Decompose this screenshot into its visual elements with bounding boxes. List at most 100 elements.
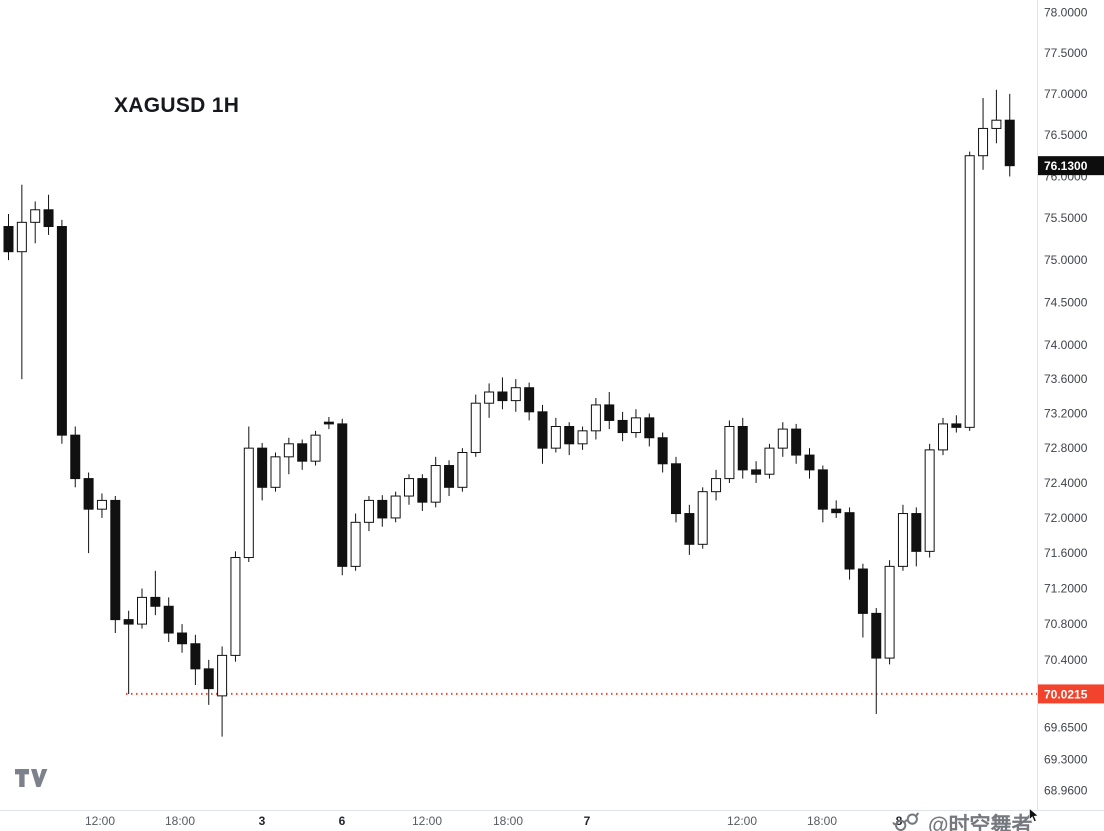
candle-body	[83, 478, 94, 510]
candle-body	[203, 668, 214, 690]
candle-body	[978, 127, 989, 157]
candle-body	[577, 430, 588, 445]
candle-body	[497, 391, 508, 402]
time-tick-label: 12:00	[85, 814, 115, 828]
symbol-title: XAGUSD 1H	[114, 94, 240, 117]
candle-body	[16, 221, 27, 253]
candle-body	[310, 434, 321, 462]
candle-body	[96, 499, 107, 510]
candle-body	[524, 387, 535, 413]
candle-body	[804, 454, 815, 471]
alert-price-badge[interactable]	[1038, 684, 1104, 704]
tradingview-logo[interactable]	[14, 764, 48, 792]
candle-body	[404, 478, 414, 497]
price-tick-label: 73.2000	[1044, 407, 1088, 421]
price-tick-label: 74.0000	[1044, 338, 1088, 352]
candle-body	[791, 428, 802, 456]
candle-body	[817, 469, 828, 510]
candle-body	[777, 428, 788, 449]
candle-body	[257, 447, 268, 488]
price-tick-label: 77.5000	[1044, 46, 1088, 60]
candle-body	[644, 417, 655, 439]
time-tick-label: 18:00	[165, 814, 195, 828]
candle-body	[3, 226, 14, 253]
candle-body	[737, 425, 748, 471]
candle-body	[724, 425, 735, 480]
candle-body	[30, 209, 41, 223]
last-price-value: 76.1300	[1044, 159, 1088, 173]
candle-body	[510, 387, 521, 402]
time-tick-label: 18:00	[807, 814, 837, 828]
candle-body	[630, 417, 641, 434]
price-tick-label: 72.0000	[1044, 511, 1088, 525]
candle-body	[217, 654, 228, 697]
candle-body	[484, 391, 495, 404]
candle-body	[350, 521, 361, 567]
candle-body	[657, 437, 668, 465]
price-tick-label: 69.3000	[1044, 752, 1088, 766]
candle-body	[390, 495, 401, 519]
candle-body	[831, 508, 842, 514]
candle-body	[564, 425, 575, 445]
candle-body	[430, 465, 441, 503]
candle-body	[190, 643, 201, 670]
time-tick-label: 18:00	[493, 814, 523, 828]
price-tick-label: 75.0000	[1044, 253, 1088, 267]
price-tick-label: 78.0000	[1044, 5, 1088, 19]
time-tick-label: 12:00	[412, 814, 442, 828]
candle-body	[764, 447, 775, 475]
candle-body	[56, 226, 67, 436]
candle-body	[697, 491, 708, 545]
price-tick-label: 72.4000	[1044, 476, 1088, 490]
candle-body	[70, 434, 81, 480]
price-tick-label: 76.5000	[1044, 128, 1088, 142]
time-tick-label: 3	[259, 814, 266, 828]
mouse-cursor-icon	[1029, 807, 1040, 828]
candle-body	[857, 568, 868, 614]
candle-body	[457, 451, 468, 488]
price-tick-label: 68.9600	[1044, 783, 1088, 797]
candle-body	[470, 402, 481, 453]
candle-body	[550, 425, 561, 449]
price-tick-label: 74.5000	[1044, 295, 1088, 309]
candle-body	[1004, 119, 1015, 167]
price-tick-label: 69.6500	[1044, 721, 1088, 735]
candle-body	[110, 499, 121, 621]
last-price-badge	[1038, 156, 1104, 176]
candle-body	[537, 411, 548, 449]
price-tick-label: 71.6000	[1044, 546, 1088, 560]
candle-body	[617, 419, 628, 434]
candle-body	[884, 565, 895, 659]
candle-body	[897, 513, 908, 567]
candle-body	[444, 465, 455, 488]
candle-body	[177, 632, 188, 645]
candle-body	[417, 478, 428, 503]
alert-price-value: 70.0215	[1044, 687, 1088, 701]
candle-body	[297, 443, 308, 462]
candle-body	[951, 423, 962, 428]
candle-body	[337, 423, 348, 567]
candle-body	[123, 619, 134, 625]
candle-body	[363, 499, 374, 523]
price-tick-label: 71.2000	[1044, 582, 1088, 596]
candle-body	[911, 513, 922, 552]
candle-body	[590, 404, 601, 432]
candle-body	[964, 155, 975, 428]
candle-body	[243, 447, 254, 559]
time-tick-label: 12:00	[727, 814, 757, 828]
candle-body	[137, 596, 147, 625]
candle-body	[711, 478, 722, 493]
candle-body	[43, 209, 54, 228]
candle-body	[283, 443, 294, 458]
candle-body	[684, 513, 695, 545]
candle-body	[163, 605, 174, 634]
candle-body	[377, 499, 388, 519]
glasses-icon	[892, 812, 919, 831]
candle-body	[150, 596, 161, 607]
candle-body	[844, 512, 855, 570]
price-tick-label: 70.4000	[1044, 653, 1088, 667]
author-watermark: @时空舞者	[892, 809, 1032, 831]
tradingview-logo-icon	[15, 769, 48, 787]
